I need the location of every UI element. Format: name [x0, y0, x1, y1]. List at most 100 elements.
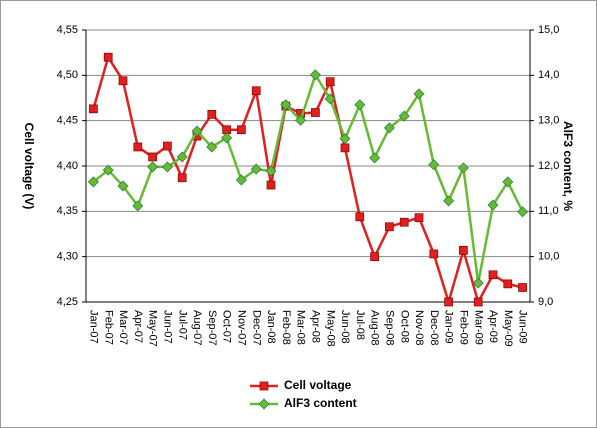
y2-tick-label: 10,0 [538, 251, 559, 263]
x-tick-label: Aug-08 [369, 310, 381, 345]
x-tick-label: Jan-09 [443, 310, 455, 344]
x-tick-label: Nov-07 [235, 310, 247, 345]
data-point [340, 143, 350, 153]
y-tick-label: 4,55 [57, 24, 78, 36]
data-point [251, 86, 261, 96]
y2-axis-title: AlF3 content, % [561, 121, 575, 211]
data-point [102, 164, 114, 176]
data-point [459, 245, 468, 255]
data-point [103, 52, 113, 62]
x-tick-label: Jul-08 [354, 310, 366, 340]
data-point [235, 174, 247, 186]
x-tick-label: Nov-08 [413, 310, 425, 345]
x-tick-label: Jun-08 [339, 310, 351, 344]
data-point [133, 142, 143, 152]
x-tick-label: Jul-07 [176, 310, 188, 340]
x-tick-label: Apr-07 [132, 310, 144, 343]
data-point [457, 162, 469, 174]
data-point [339, 133, 351, 145]
data-point [444, 297, 453, 307]
x-tick-label: Oct-08 [398, 310, 410, 343]
data-point [161, 161, 173, 173]
data-point [472, 277, 484, 289]
x-tick-label: Oct-07 [221, 310, 233, 343]
x-tick-label: May-07 [147, 310, 159, 347]
data-point [117, 180, 129, 192]
data-point [177, 173, 187, 183]
data-point [369, 152, 381, 164]
x-tick-label: May-09 [502, 310, 514, 347]
x-tick-label: Jun-07 [161, 310, 173, 344]
data-point [385, 222, 394, 232]
x-tick-label: Jun-09 [517, 310, 529, 344]
data-point [191, 125, 203, 137]
y2-tick-label: 11,0 [538, 205, 559, 217]
data-point [473, 297, 483, 307]
data-point [487, 199, 499, 211]
legend-marker [259, 381, 269, 391]
x-tick-label: Sep-08 [383, 310, 395, 345]
x-tick-label: Mar-07 [117, 310, 129, 345]
data-point [518, 283, 527, 292]
data-point [443, 195, 455, 207]
data-point [502, 176, 514, 188]
data-point [265, 165, 277, 177]
y-tick-label: 4,35 [57, 205, 78, 217]
data-point [237, 125, 246, 135]
data-point [206, 141, 218, 153]
data-point [354, 99, 366, 111]
x-tick-label: Mar-08 [295, 310, 307, 345]
x-tick-label: Apr-08 [309, 310, 321, 343]
y2-tick-label: 12,0 [538, 160, 559, 172]
data-point [250, 163, 262, 175]
data-point [370, 252, 379, 262]
y-tick-label: 4,40 [57, 160, 78, 172]
x-tick-label: Mar-09 [472, 310, 484, 345]
data-point [383, 122, 395, 134]
y-axis-title: Cell voltage (V) [22, 123, 36, 210]
data-point [266, 180, 276, 190]
data-point [221, 132, 233, 144]
legend-marker [258, 398, 270, 410]
data-point [163, 141, 172, 151]
data-point [207, 109, 217, 119]
legend-label: AlF3 content [284, 396, 357, 410]
y-tick-label: 4,45 [57, 115, 78, 127]
data-point [280, 99, 292, 111]
data-point [429, 249, 439, 259]
x-tick-label: Dec-08 [428, 310, 440, 345]
data-point [325, 77, 335, 87]
data-point [118, 76, 128, 86]
data-point [309, 69, 321, 81]
data-point [295, 114, 307, 126]
y-tick-label: 4,50 [57, 69, 78, 81]
legend-label: Cell voltage [284, 378, 352, 392]
data-point [503, 279, 513, 289]
data-point [147, 161, 159, 173]
data-point [399, 217, 409, 227]
y2-tick-label: 15,0 [538, 24, 559, 36]
data-point [413, 88, 425, 100]
y2-tick-label: 13,0 [538, 115, 559, 127]
x-tick-label: Aug-07 [191, 310, 203, 345]
data-point [414, 213, 424, 223]
y-tick-label: 4,30 [57, 251, 78, 263]
data-point [517, 206, 529, 218]
data-point [488, 270, 498, 280]
x-tick-label: Jan-08 [265, 310, 277, 344]
data-point [324, 93, 336, 105]
x-tick-label: May-08 [324, 310, 336, 347]
data-point [428, 159, 440, 171]
data-point [148, 152, 157, 162]
x-tick-label: Feb-09 [457, 310, 469, 345]
data-point [311, 108, 320, 117]
data-point [132, 200, 144, 212]
y2-tick-label: 14,0 [538, 69, 559, 81]
x-tick-label: Dec-07 [250, 310, 262, 345]
x-tick-label: Feb-08 [280, 310, 292, 345]
x-tick-label: Jan-07 [87, 310, 99, 344]
y-tick-label: 4,25 [57, 296, 78, 308]
x-tick-label: Feb-07 [102, 310, 114, 345]
x-tick-label: Sep-07 [206, 310, 218, 345]
